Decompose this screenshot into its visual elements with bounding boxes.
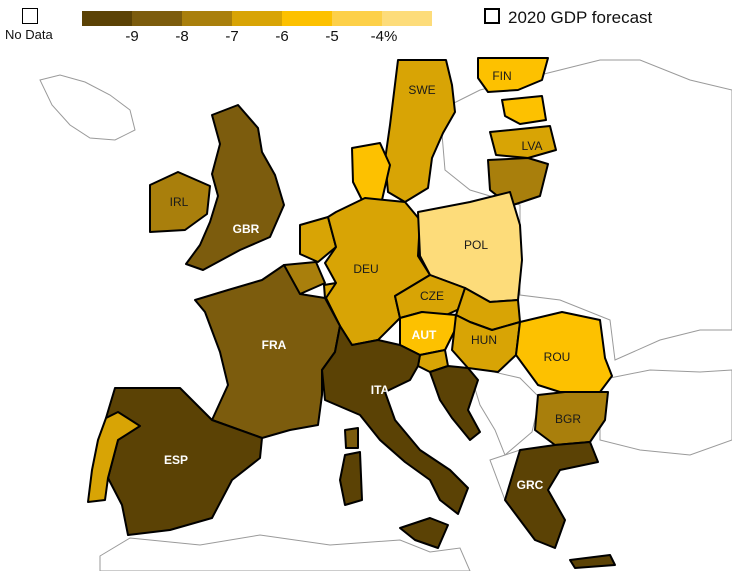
scale-tick: -6 [275,28,289,45]
forecast-box [484,8,500,24]
country-fra-corsica [344,427,359,449]
country-ita [321,325,469,515]
country-est [501,95,547,125]
label-pol: POL [464,238,488,252]
scale-swatch-4 [232,11,282,26]
country-hrv [429,365,481,441]
label-cze: CZE [420,289,444,303]
scale-tick: -7 [225,28,239,45]
country-fin [477,57,549,93]
country-ita-sicily [399,517,449,549]
label-esp: ESP [164,453,188,467]
label-bgr: BGR [555,412,581,426]
country-irl [149,171,211,233]
label-lva: LVA [522,139,543,153]
scale-tick: -8 [175,28,189,45]
country-ita-sardinia [339,451,363,506]
country-rou [515,311,613,393]
country-dnk [351,142,391,201]
label-ita: ITA [371,383,390,397]
label-irl: IRL [170,195,189,209]
label-grc: GRC [517,478,544,492]
scale-tick: -9 [125,28,139,45]
legend: No Data -9 -8 -7 -6 -5 -4% 2020 GDP fore… [0,0,732,50]
country-grc-crete [569,554,616,569]
scale-swatch-3 [182,11,232,26]
country-fra [194,264,341,439]
label-fra: FRA [262,338,287,352]
label-deu: DEU [353,262,378,276]
label-rou: ROU [544,350,571,364]
color-scale [82,11,432,26]
country-lva [489,125,557,159]
label-aut: AUT [412,328,437,342]
forecast-label: 2020 GDP forecast [508,8,653,27]
scale-swatch-6 [332,11,382,26]
label-swe: SWE [408,83,435,97]
label-hun: HUN [471,333,497,347]
country-labels: FIN SWE LVA IRL GBR DEU POL CZE AUT HUN … [164,69,581,492]
no-data-label: No Data [5,27,53,42]
country-swe [384,59,456,203]
scale-tick: -5 [325,28,339,45]
scale-swatch-7 [382,11,432,26]
country-nld [299,216,337,263]
scale-swatch-5 [282,11,332,26]
scale-tick: -4% [370,28,398,45]
no-data-swatch [22,8,38,24]
scale-swatch-1 [82,11,132,26]
country-prt [87,411,141,503]
eu-countries [87,57,616,569]
scale-swatch-2 [132,11,182,26]
label-fin: FIN [492,69,511,83]
country-bgr [534,391,609,446]
country-grc [504,441,599,549]
country-gbr [185,104,285,271]
label-gbr: GBR [233,222,260,236]
